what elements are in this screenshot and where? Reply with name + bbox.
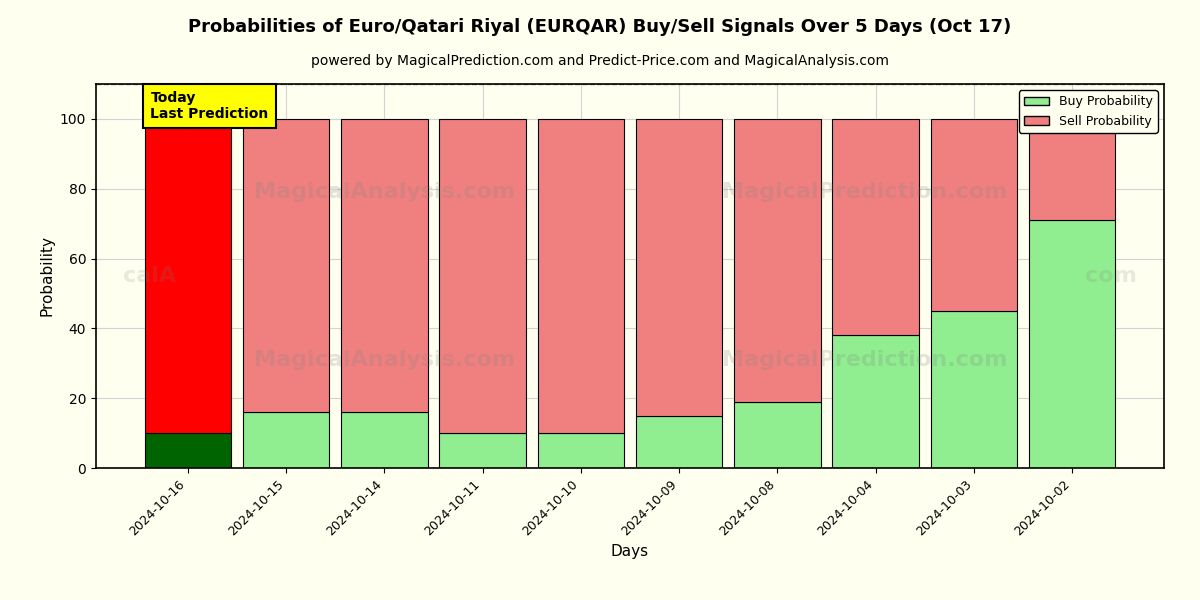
Y-axis label: Probability: Probability — [40, 235, 54, 317]
Text: powered by MagicalPrediction.com and Predict-Price.com and MagicalAnalysis.com: powered by MagicalPrediction.com and Pre… — [311, 54, 889, 68]
Bar — [636, 119, 722, 416]
Bar — [734, 119, 821, 401]
Text: com: com — [1085, 266, 1136, 286]
Bar — [144, 433, 232, 468]
Legend: Buy Probability, Sell Probability: Buy Probability, Sell Probability — [1019, 90, 1158, 133]
Text: MagicalPrediction.com: MagicalPrediction.com — [722, 350, 1008, 370]
Bar — [341, 412, 427, 468]
Text: Probabilities of Euro/Qatari Riyal (EURQAR) Buy/Sell Signals Over 5 Days (Oct 17: Probabilities of Euro/Qatari Riyal (EURQ… — [188, 18, 1012, 36]
Bar — [931, 119, 1018, 311]
Bar — [242, 412, 329, 468]
Bar — [734, 401, 821, 468]
Text: calA: calA — [122, 266, 176, 286]
Text: MagicalPrediction.com: MagicalPrediction.com — [722, 182, 1008, 202]
Text: Today
Last Prediction: Today Last Prediction — [150, 91, 269, 121]
Bar — [144, 119, 232, 433]
Bar — [538, 433, 624, 468]
Bar — [242, 119, 329, 412]
Text: MagicalAnalysis.com: MagicalAnalysis.com — [253, 350, 515, 370]
Bar — [341, 119, 427, 412]
X-axis label: Days: Days — [611, 544, 649, 559]
Bar — [931, 311, 1018, 468]
Bar — [833, 119, 919, 335]
Bar — [538, 119, 624, 433]
Bar — [636, 416, 722, 468]
Bar — [439, 119, 526, 433]
Text: MagicalAnalysis.com: MagicalAnalysis.com — [253, 182, 515, 202]
Bar — [1028, 119, 1116, 220]
Bar — [439, 433, 526, 468]
Bar — [1028, 220, 1116, 468]
Bar — [833, 335, 919, 468]
